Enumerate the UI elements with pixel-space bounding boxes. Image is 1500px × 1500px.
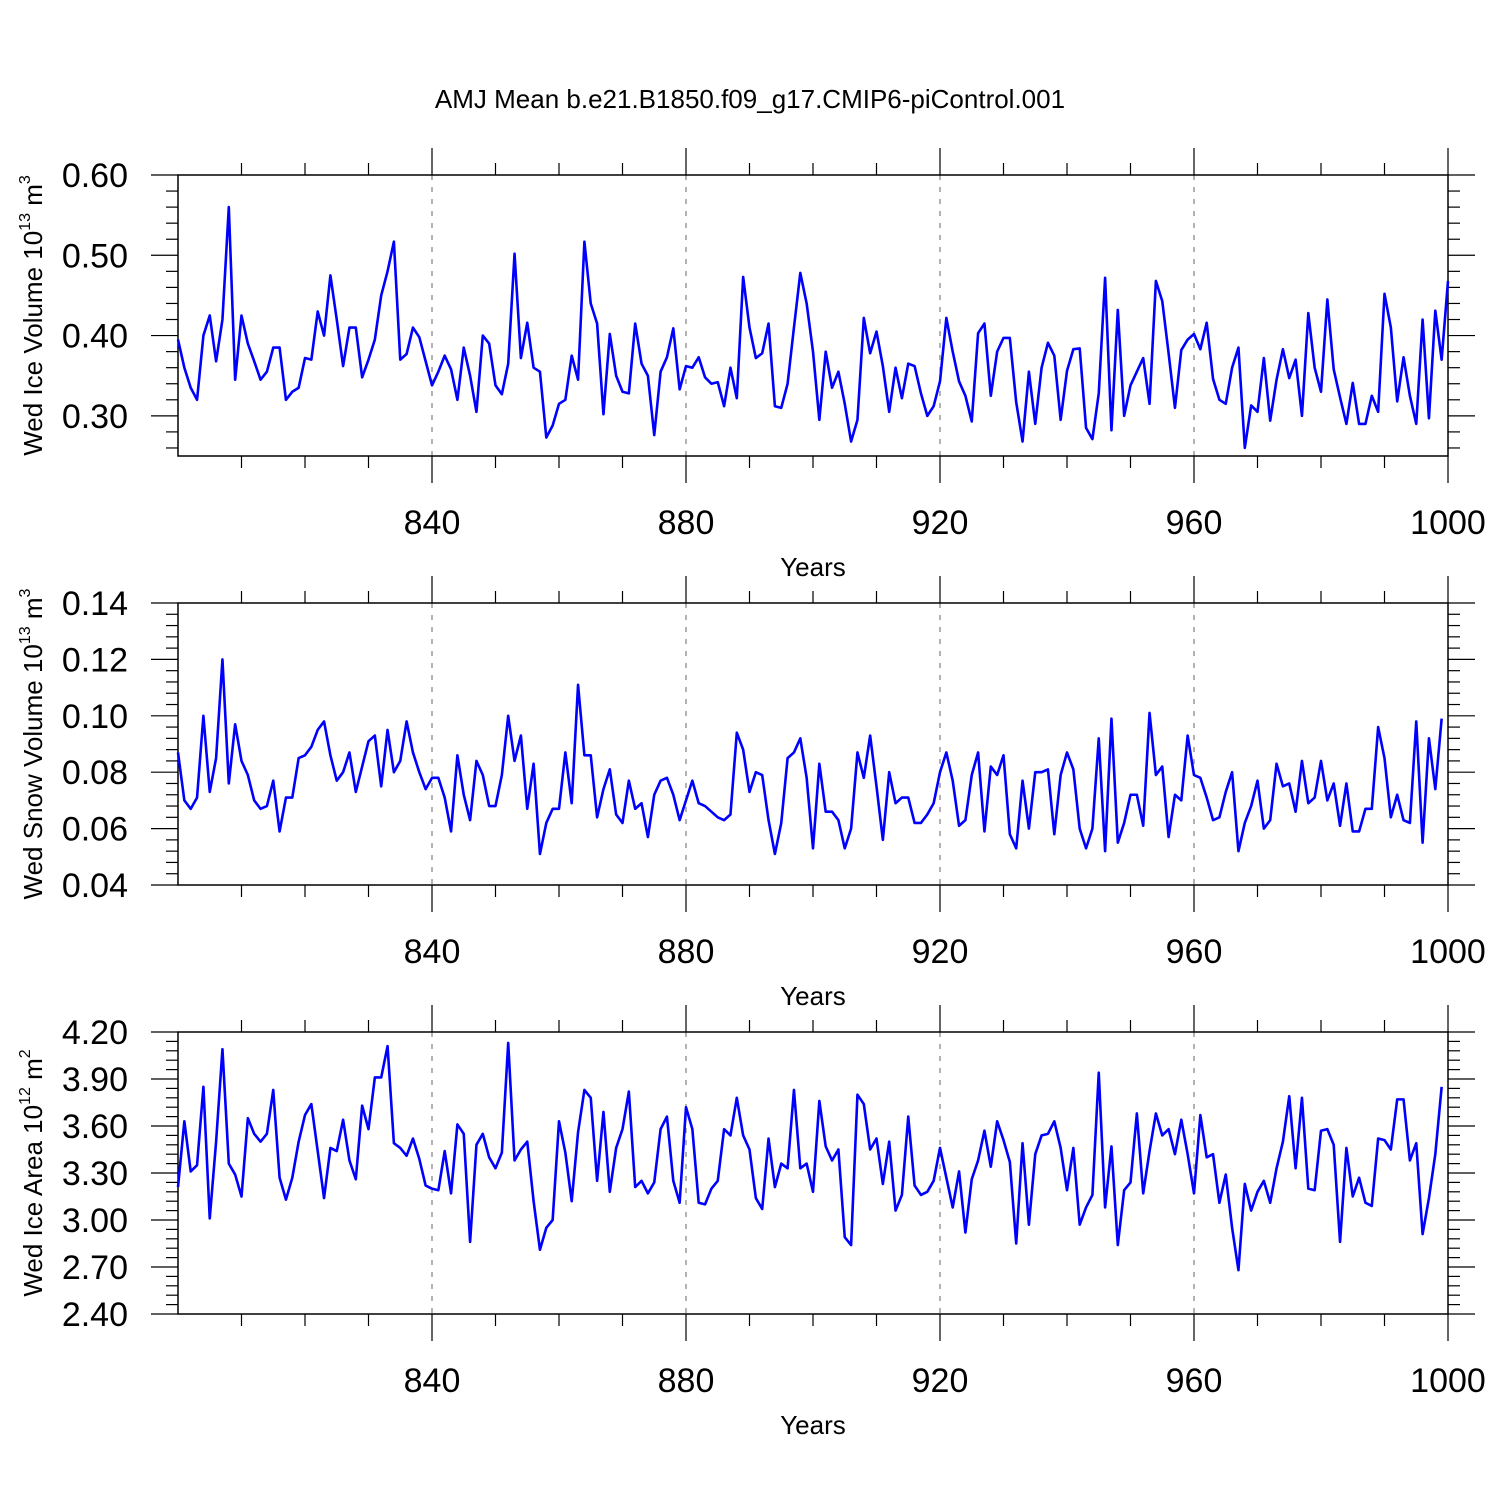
y-axis-title-unit: m	[18, 1058, 48, 1087]
plot-frame	[177, 1031, 1449, 1315]
y-tick-label: 3.90	[62, 1061, 128, 1099]
x-axis-title: Years	[780, 981, 846, 1011]
x-tick-label: 920	[912, 1362, 969, 1400]
y-axis-title-unit: m	[18, 597, 48, 626]
y-axis-title-main: Wed Snow Volume 10	[18, 644, 48, 899]
y-tick-label: 0.12	[62, 641, 128, 679]
y-axis-title-main: Wed Ice Volume 10	[18, 231, 48, 456]
panel-3: 2.40 2.70 3.00 3.30 3.60 3.90 4.20 840 880 920 960…	[17, 1005, 1486, 1440]
x-tick-label: 880	[658, 933, 715, 971]
x-axis-title: Years	[780, 552, 846, 582]
y-axis-title-exponent: 12	[17, 1087, 34, 1105]
y-axis-title-unit: m	[18, 184, 48, 213]
y-axis-title-unit-exponent: 3	[17, 175, 34, 184]
y-tick-label: 2.40	[62, 1296, 128, 1334]
x-tick-label: 1000	[1410, 504, 1486, 542]
y-axis-title-main: Wed Ice Area 10	[18, 1105, 48, 1297]
x-tick-label: 880	[658, 1362, 715, 1400]
x-tick-label: 960	[1166, 504, 1223, 542]
y-tick-label: 0.10	[62, 698, 128, 736]
series-line	[176, 658, 1443, 856]
x-axis-title: Years	[780, 1410, 846, 1440]
y-axis-title-exponent: 13	[17, 213, 34, 231]
y-tick-label: 0.40	[62, 318, 128, 356]
x-tick-label: 1000	[1410, 933, 1486, 971]
y-tick-label: 3.30	[62, 1155, 128, 1193]
figure-title: AMJ Mean b.e21.B1850.f09_g17.CMIP6-piCon…	[434, 84, 1066, 114]
y-axis-title-unit-exponent: 2	[17, 1049, 34, 1058]
y-tick-label: 2.70	[62, 1249, 128, 1287]
y-axis-title: Wed Snow Volume 1013 m3	[17, 588, 48, 899]
x-tick-label: 880	[658, 504, 715, 542]
x-tick-label: 960	[1166, 1362, 1223, 1400]
y-tick-label: 0.14	[62, 585, 128, 623]
x-tick-label: 960	[1166, 933, 1223, 971]
y-axis-title: Wed Ice Area 1012 m2	[17, 1049, 48, 1296]
y-axis-title: Wed Ice Volume 1013 m3	[17, 175, 48, 456]
y-tick-label: 0.60	[62, 157, 128, 195]
y-axis-title-unit-exponent: 3	[17, 588, 34, 597]
y-tick-label: 3.60	[62, 1108, 128, 1146]
x-tick-label: 840	[404, 504, 461, 542]
y-tick-label: 3.00	[62, 1202, 128, 1240]
x-tick-label: 920	[912, 504, 969, 542]
panel-1: 0.30 0.40 0.50 0.60 840 880 920 960 1000 Years Wed…	[17, 148, 1486, 582]
x-tick-label: 840	[404, 933, 461, 971]
y-tick-label: 0.04	[62, 867, 128, 905]
y-tick-label: 0.08	[62, 754, 128, 792]
y-tick-label: 4.20	[62, 1014, 128, 1052]
x-tick-label: 840	[404, 1362, 461, 1400]
y-tick-label: 0.50	[62, 237, 128, 275]
y-axis-title-exponent: 13	[17, 626, 34, 644]
plot-frame	[177, 174, 1449, 457]
x-tick-label: 920	[912, 933, 969, 971]
series-line	[176, 1041, 1443, 1272]
x-tick-label: 1000	[1410, 1362, 1486, 1400]
y-tick-label: 0.30	[62, 398, 128, 436]
panel-2: 0.04 0.06 0.08 0.10 0.12 0.14 840 880 920 960 1000…	[17, 576, 1486, 1011]
y-tick-label: 0.06	[62, 811, 128, 849]
